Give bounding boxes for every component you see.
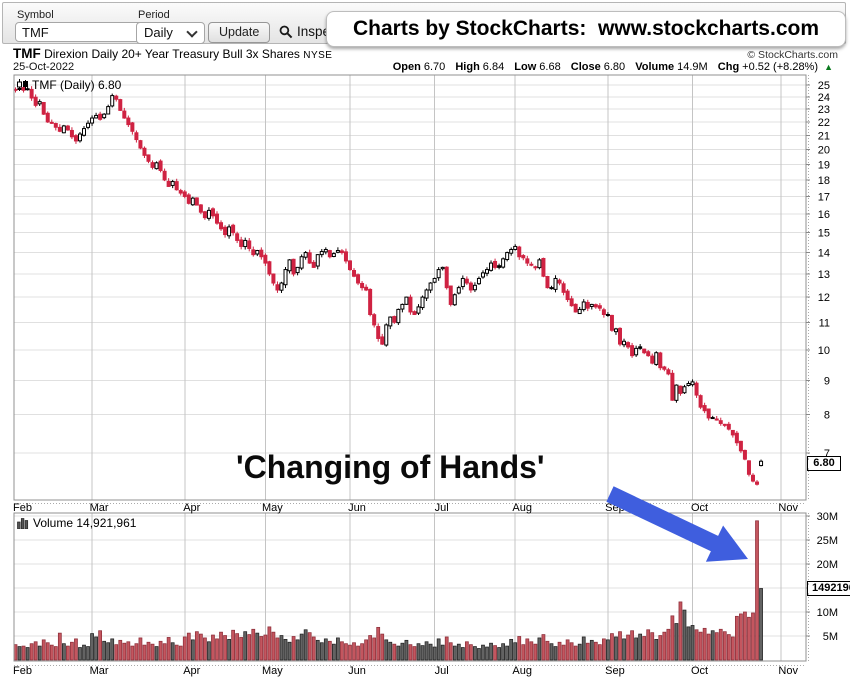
instrument-description: Direxion Daily 20+ Year Treasury Bull 3x… [44, 47, 300, 61]
svg-text:Jun: Jun [348, 665, 366, 677]
close-label: Close [570, 61, 601, 73]
svg-text:Oct: Oct [691, 665, 708, 677]
svg-text:Mar: Mar [90, 502, 109, 514]
instrument-symbol: TMF [13, 46, 41, 61]
svg-text:12: 12 [818, 292, 830, 304]
svg-text:11: 11 [819, 317, 830, 329]
svg-text:25M: 25M [817, 535, 838, 547]
instrument-header: TMF Direxion Daily 20+ Year Treasury Bul… [13, 46, 332, 61]
volume-label: Volume [635, 61, 675, 73]
svg-text:23: 23 [818, 104, 830, 116]
period-select[interactable]: Daily [136, 22, 205, 44]
svg-text:Aug: Aug [512, 665, 532, 677]
instrument-exchange: NYSE [303, 50, 333, 61]
volume-legend-label: Volume 14,921,961 [33, 516, 137, 530]
low-label: Low [514, 61, 537, 73]
svg-text:Sep: Sep [605, 502, 625, 514]
annotation-text: 'Changing of Hands' [236, 449, 545, 485]
candlestick-icon [17, 79, 28, 91]
svg-text:May: May [262, 502, 283, 514]
symbol-label: Symbol [17, 9, 54, 21]
last-price-tag: 6.80 [807, 456, 841, 471]
symbol-input[interactable] [15, 22, 175, 42]
close-value: 6.80 [603, 61, 626, 73]
high-value: 6.84 [482, 61, 505, 73]
svg-text:Jul: Jul [435, 502, 449, 514]
svg-text:Jun: Jun [348, 502, 366, 514]
search-icon [279, 25, 293, 38]
price-legend-label: TMF (Daily) 6.80 [32, 78, 122, 92]
svg-text:18: 18 [818, 175, 830, 187]
svg-text:Nov: Nov [778, 665, 798, 677]
svg-text:10M: 10M [817, 607, 838, 619]
svg-text:10: 10 [818, 345, 830, 357]
up-triangle-icon: ▲ [824, 62, 833, 72]
svg-text:5M: 5M [823, 631, 838, 643]
svg-text:20M: 20M [817, 559, 838, 571]
svg-text:25: 25 [818, 80, 830, 92]
svg-text:14: 14 [818, 248, 830, 260]
open-label: Open [392, 61, 421, 73]
svg-text:Feb: Feb [13, 502, 32, 514]
svg-text:Aug: Aug [512, 502, 532, 514]
svg-text:21: 21 [818, 130, 830, 142]
svg-text:15: 15 [818, 228, 830, 240]
last-volume-tag: 14921961 [807, 581, 850, 596]
svg-text:13: 13 [818, 269, 830, 281]
svg-text:Feb: Feb [13, 665, 32, 677]
svg-text:16: 16 [818, 209, 830, 221]
svg-text:17: 17 [818, 191, 830, 203]
svg-text:Jul: Jul [435, 665, 449, 677]
svg-text:7: 7 [824, 448, 830, 460]
chg-value: +0.52 (+8.28%) [742, 61, 819, 73]
chg-label: Chg [717, 61, 740, 73]
svg-text:30M: 30M [817, 511, 838, 523]
svg-text:Sep: Sep [605, 665, 625, 677]
svg-text:May: May [262, 665, 283, 677]
quote-date: 25-Oct-2022 [13, 61, 75, 73]
period-value: Daily [144, 25, 173, 40]
low-value: 6.68 [539, 61, 561, 73]
svg-text:Mar: Mar [90, 665, 109, 677]
svg-text:22: 22 [818, 117, 830, 129]
volume-legend: Volume 14,921,961 [17, 516, 136, 530]
copyright-text: © StockCharts.com [747, 49, 838, 61]
svg-text:20: 20 [818, 144, 830, 156]
svg-text:24: 24 [818, 92, 830, 104]
bar-chart-icon [17, 517, 29, 529]
svg-text:19: 19 [818, 159, 830, 171]
period-label: Period [138, 9, 170, 21]
svg-text:Nov: Nov [778, 502, 798, 514]
svg-text:Apr: Apr [183, 502, 200, 514]
svg-text:9: 9 [824, 375, 830, 387]
high-label: High [455, 61, 480, 73]
svg-text:8: 8 [824, 409, 830, 421]
volume-value: 14.9M [677, 61, 708, 73]
open-value: 6.70 [423, 61, 446, 73]
svg-text:Oct: Oct [691, 502, 708, 514]
price-legend: TMF (Daily) 6.80 [17, 78, 121, 92]
quote-summary: Open 6.70 High 6.84 Low 6.68 Close 6.80 Volu… [393, 61, 833, 73]
update-button[interactable]: Update [208, 22, 271, 43]
svg-text:Apr: Apr [183, 665, 200, 677]
banner-overlay: Charts by StockCharts: www.stockcharts.c… [326, 11, 846, 47]
